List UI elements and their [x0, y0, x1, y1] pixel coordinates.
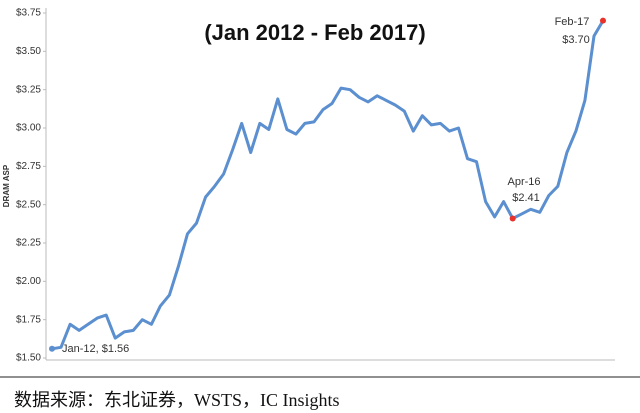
y-tick-label: $2.00 [16, 276, 41, 287]
annotation: $3.70 [562, 34, 590, 46]
y-axis-label: DRAM ASP [2, 164, 11, 207]
annotation: $2.41 [512, 192, 540, 204]
y-tick-label: $3.50 [16, 46, 41, 57]
annotation: Jan-12, $1.56 [62, 343, 129, 355]
annotation: Feb-17 [555, 16, 590, 28]
y-tick-label: $2.50 [16, 199, 41, 210]
y-tick-label: $2.25 [16, 238, 41, 249]
y-tick-label: $3.00 [16, 123, 41, 134]
annotation: Apr-16 [507, 176, 540, 188]
y-tick-label: $2.75 [16, 161, 41, 172]
y-tick-label: $3.75 [16, 8, 41, 19]
line-series [51, 19, 605, 351]
highlight-point [509, 215, 516, 222]
highlight-point [600, 17, 606, 24]
y-tick-label: $1.75 [16, 314, 41, 325]
y-tick-label: $3.25 [16, 84, 41, 95]
chart-title: (Jan 2012 - Feb 2017) [204, 20, 425, 45]
source-note: 数据来源：东北证券，WSTS，IC Insights [14, 390, 340, 410]
start-point [49, 345, 55, 352]
y-tick-label: $1.50 [16, 353, 41, 364]
